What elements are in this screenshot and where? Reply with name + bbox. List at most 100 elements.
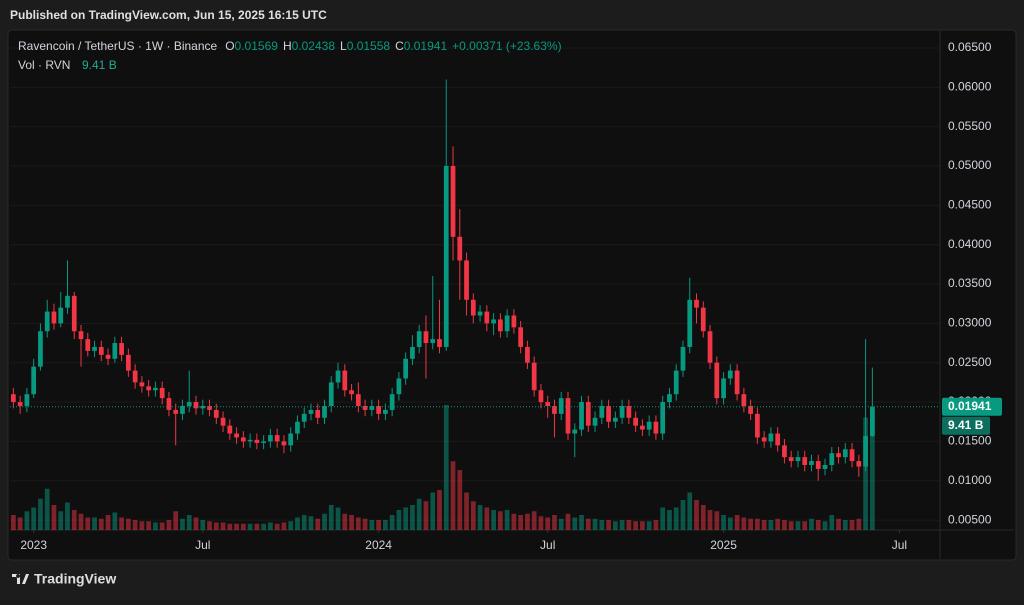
volume-bar	[700, 505, 706, 530]
volume-bar	[497, 511, 503, 530]
candle-body	[660, 402, 666, 434]
volume-bar	[822, 521, 828, 530]
candle-body	[125, 354, 131, 371]
volume-bar	[173, 511, 179, 530]
ohlc-letter: C	[395, 39, 404, 53]
volume-bar	[274, 523, 280, 530]
volume-bar	[538, 516, 544, 530]
candle-body	[437, 339, 442, 347]
volume-bar	[552, 515, 557, 530]
ohlc-legend: O0.01569 H0.02438 L0.01558 C0.01941 +0.00371…	[225, 39, 561, 53]
volume-bar	[829, 515, 835, 530]
candle-body	[31, 366, 37, 395]
candle-body	[166, 398, 172, 410]
y-tick-label: 0.05500	[948, 119, 992, 133]
candle-body	[240, 437, 246, 442]
candle-body	[748, 405, 753, 414]
volume-bar	[660, 507, 666, 530]
y-tick-label: 0.01500	[948, 434, 992, 448]
candle-body	[416, 331, 422, 347]
volume-bar	[322, 513, 327, 530]
volume-bar	[38, 498, 43, 530]
x-tick-label: 2025	[710, 538, 737, 552]
last-price-tag: 0.01941	[948, 399, 992, 413]
candle-body	[220, 417, 226, 426]
volume-bar	[11, 515, 16, 530]
volume-bar	[673, 507, 679, 530]
volume-bar	[288, 521, 294, 530]
volume-bar	[403, 507, 409, 530]
candle-body	[396, 378, 402, 395]
volume-bar	[268, 522, 273, 530]
symbol: Ravencoin / TetherUS · 1W · Binance	[18, 39, 218, 53]
volume-bar	[579, 515, 584, 530]
volume-bar	[146, 521, 152, 530]
volume-bar	[734, 515, 740, 530]
volume-bar	[565, 513, 571, 530]
y-tick-label: 0.06500	[948, 40, 992, 54]
volume-bar	[612, 521, 618, 530]
volume-bar	[842, 520, 848, 530]
volume-bar	[44, 488, 50, 530]
volume-bar	[585, 518, 591, 530]
volume-bar	[301, 515, 307, 530]
y-tick-label: 0.01000	[948, 473, 992, 487]
logo-icon	[12, 574, 29, 584]
volume-bar	[558, 518, 564, 530]
candle-body	[430, 339, 436, 344]
candle-body	[85, 339, 91, 351]
candle-body	[58, 307, 64, 324]
volume-bar	[626, 520, 632, 530]
candle-body	[308, 409, 314, 414]
volume-bar	[545, 517, 551, 530]
last-price-tag-bg	[942, 397, 1002, 416]
candle-body	[484, 311, 490, 324]
candle-body	[349, 390, 354, 395]
candle-body	[450, 166, 456, 237]
volume-bar	[193, 517, 199, 530]
candle-body	[822, 465, 828, 469]
candle-body	[775, 433, 781, 446]
candle-body	[38, 331, 43, 367]
ohlc-letter: L	[340, 39, 347, 53]
y-tick-label: 0.03000	[948, 316, 992, 330]
volume-bar	[254, 523, 260, 530]
candle-body	[119, 343, 124, 355]
volume-bar	[416, 498, 422, 530]
candle-body	[633, 417, 639, 426]
candle-body	[640, 425, 645, 430]
candle-body	[24, 394, 30, 406]
candle-body	[626, 405, 632, 418]
volume-bar	[619, 520, 625, 530]
candle-body	[11, 394, 16, 403]
volume-bar	[213, 522, 219, 530]
candle-body	[17, 402, 23, 406]
y-tick-label: 0.06000	[948, 79, 992, 93]
volume-name: Vol · RVN	[18, 58, 70, 72]
volume-bar	[132, 520, 138, 530]
volume-bar	[227, 523, 233, 530]
volume-bar	[234, 523, 239, 530]
candle-body	[443, 166, 449, 347]
ohlc-letter: H	[283, 39, 292, 53]
candle-body	[795, 457, 801, 462]
volume-bar	[410, 505, 415, 530]
volume-bar	[186, 515, 192, 530]
candle-body	[606, 405, 611, 422]
candle-body	[815, 461, 821, 469]
volume-bar	[139, 521, 145, 530]
volume-bar	[369, 520, 375, 530]
volume-bar	[727, 517, 733, 530]
volume-bar	[423, 501, 429, 530]
candle-body	[78, 331, 84, 340]
candle-body	[342, 370, 348, 391]
volume-bar	[437, 490, 442, 530]
volume-bar	[836, 518, 841, 530]
candle-body	[619, 405, 625, 418]
candle-body	[673, 370, 679, 395]
volume-bar	[687, 492, 693, 530]
candle-body	[247, 439, 253, 442]
candle-body	[700, 307, 706, 332]
y-tick-label: 0.02500	[948, 355, 992, 369]
volume-bar	[694, 500, 699, 530]
